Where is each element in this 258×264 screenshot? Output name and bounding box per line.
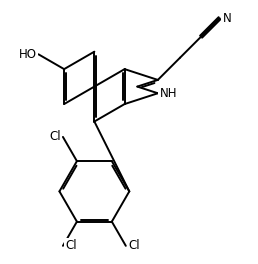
Text: Cl: Cl	[65, 239, 77, 252]
Text: N: N	[222, 12, 231, 25]
Text: Cl: Cl	[49, 130, 61, 143]
Text: NH: NH	[160, 87, 177, 100]
Text: HO: HO	[19, 48, 37, 61]
Text: Cl: Cl	[128, 239, 140, 252]
